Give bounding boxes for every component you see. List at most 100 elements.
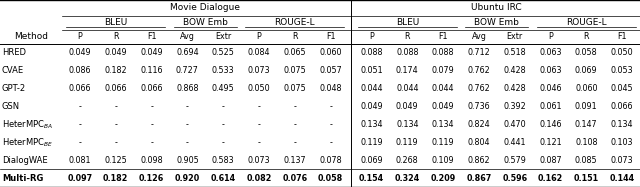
Text: 0.084: 0.084 — [248, 48, 270, 57]
Text: 0.151: 0.151 — [573, 174, 599, 183]
Text: 0.868: 0.868 — [176, 84, 198, 93]
Text: P: P — [257, 32, 261, 41]
Text: -: - — [257, 138, 260, 147]
Text: 0.050: 0.050 — [248, 84, 270, 93]
Text: 0.762: 0.762 — [468, 84, 490, 93]
Text: P: P — [77, 32, 83, 41]
Text: 0.049: 0.049 — [396, 102, 419, 111]
Text: CVAE: CVAE — [2, 66, 24, 75]
Text: -: - — [150, 138, 153, 147]
Text: R: R — [113, 32, 118, 41]
Text: 0.046: 0.046 — [540, 84, 562, 93]
Text: Movie Dialogue: Movie Dialogue — [170, 3, 240, 12]
Text: Avg: Avg — [472, 32, 486, 41]
Text: 0.804: 0.804 — [468, 138, 490, 147]
Text: 0.061: 0.061 — [540, 102, 562, 111]
Text: -: - — [150, 120, 153, 129]
Text: 0.134: 0.134 — [396, 120, 419, 129]
Text: -: - — [329, 102, 332, 111]
Text: 0.063: 0.063 — [540, 66, 562, 75]
Text: 0.066: 0.066 — [68, 84, 92, 93]
Text: 0.065: 0.065 — [284, 48, 306, 57]
Text: -: - — [257, 120, 260, 129]
Text: F1: F1 — [438, 32, 448, 41]
Text: 0.049: 0.049 — [140, 48, 163, 57]
Text: 0.088: 0.088 — [432, 48, 454, 57]
Text: 0.058: 0.058 — [575, 48, 598, 57]
Text: -: - — [115, 138, 117, 147]
Text: Extr: Extr — [215, 32, 231, 41]
Text: P: P — [548, 32, 553, 41]
Text: 0.108: 0.108 — [575, 138, 598, 147]
Text: 0.182: 0.182 — [103, 174, 129, 183]
Text: 0.050: 0.050 — [611, 48, 634, 57]
Text: 0.048: 0.048 — [319, 84, 342, 93]
Text: 0.045: 0.045 — [611, 84, 634, 93]
Text: -: - — [115, 102, 117, 111]
Text: 0.736: 0.736 — [468, 102, 490, 111]
Text: 0.081: 0.081 — [68, 156, 92, 165]
Text: -: - — [186, 138, 189, 147]
Text: Ubuntu IRC: Ubuntu IRC — [472, 3, 522, 12]
Text: -: - — [79, 120, 81, 129]
Text: 0.268: 0.268 — [396, 156, 419, 165]
Text: 0.097: 0.097 — [67, 174, 93, 183]
Text: DialogWAE: DialogWAE — [2, 156, 47, 165]
Text: 0.049: 0.049 — [68, 48, 92, 57]
Text: Multi-RG: Multi-RG — [2, 174, 44, 183]
Text: 0.058: 0.058 — [318, 174, 343, 183]
Text: 0.044: 0.044 — [360, 84, 383, 93]
Text: 0.392: 0.392 — [503, 102, 526, 111]
Text: 0.085: 0.085 — [575, 156, 598, 165]
Text: -: - — [221, 120, 225, 129]
Text: 0.066: 0.066 — [140, 84, 163, 93]
Text: HRED: HRED — [2, 48, 26, 57]
Text: Avg: Avg — [180, 32, 195, 41]
Text: 0.518: 0.518 — [504, 48, 526, 57]
Text: 0.119: 0.119 — [360, 138, 383, 147]
Text: 0.088: 0.088 — [396, 48, 419, 57]
Text: 0.762: 0.762 — [468, 66, 490, 75]
Text: 0.121: 0.121 — [539, 138, 562, 147]
Text: 0.079: 0.079 — [432, 66, 454, 75]
Text: 0.533: 0.533 — [212, 66, 234, 75]
Text: 0.069: 0.069 — [360, 156, 383, 165]
Text: 0.069: 0.069 — [575, 66, 598, 75]
Text: 0.134: 0.134 — [611, 120, 634, 129]
Text: 0.712: 0.712 — [468, 48, 490, 57]
Text: HeterMPC$_{BA}$: HeterMPC$_{BA}$ — [2, 118, 53, 131]
Text: 0.144: 0.144 — [609, 174, 635, 183]
Text: 0.057: 0.057 — [319, 66, 342, 75]
Text: R: R — [404, 32, 410, 41]
Text: ROUGE-L: ROUGE-L — [275, 18, 315, 27]
Text: -: - — [79, 138, 81, 147]
Text: 0.125: 0.125 — [104, 156, 127, 165]
Text: F1: F1 — [618, 32, 627, 41]
Text: 0.441: 0.441 — [504, 138, 526, 147]
Text: 0.862: 0.862 — [468, 156, 490, 165]
Text: HeterMPC$_{BE}$: HeterMPC$_{BE}$ — [2, 136, 53, 148]
Text: 0.324: 0.324 — [395, 174, 420, 183]
Text: F1: F1 — [326, 32, 335, 41]
Text: GPT-2: GPT-2 — [2, 84, 26, 93]
Text: 0.428: 0.428 — [504, 84, 526, 93]
Text: 0.076: 0.076 — [282, 174, 307, 183]
Text: 0.905: 0.905 — [176, 156, 199, 165]
Text: ROUGE-L: ROUGE-L — [566, 18, 607, 27]
Text: 0.109: 0.109 — [432, 156, 454, 165]
Text: -: - — [257, 102, 260, 111]
Text: 0.867: 0.867 — [467, 174, 492, 183]
Text: 0.075: 0.075 — [284, 84, 306, 93]
Text: 0.579: 0.579 — [503, 156, 526, 165]
Text: -: - — [329, 138, 332, 147]
Text: 0.428: 0.428 — [504, 66, 526, 75]
Text: 0.060: 0.060 — [319, 48, 342, 57]
Text: BLEU: BLEU — [396, 18, 419, 27]
Text: 0.053: 0.053 — [611, 66, 634, 75]
Text: -: - — [150, 102, 153, 111]
Text: 0.078: 0.078 — [319, 156, 342, 165]
Text: -: - — [293, 102, 296, 111]
Text: 0.063: 0.063 — [540, 48, 562, 57]
Text: P: P — [369, 32, 374, 41]
Text: 0.182: 0.182 — [104, 66, 127, 75]
